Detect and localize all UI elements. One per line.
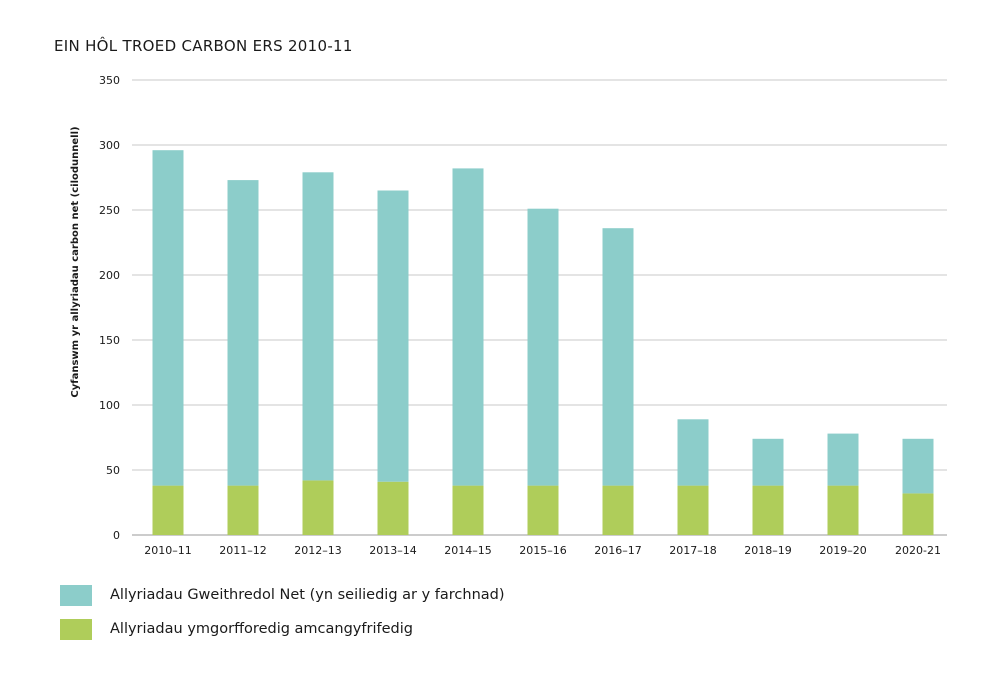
bar-embodied xyxy=(452,485,484,535)
bar-embodied xyxy=(527,485,559,535)
x-tick-label: 2013–14 xyxy=(369,544,417,557)
bar-embodied xyxy=(902,493,934,535)
x-tick-label: 2011–12 xyxy=(219,544,267,557)
x-tick-label: 2014–15 xyxy=(444,544,492,557)
legend: Allyriadau Gweithredol Net (yn seiliedig… xyxy=(60,584,505,652)
x-axis-ticks: 2010–11 2011–12 2012–13 2013–14 2014–15 2015–… xyxy=(144,544,941,557)
bar-embodied xyxy=(677,485,709,535)
legend-swatch-embodied xyxy=(60,618,92,640)
bar-embodied xyxy=(602,485,634,535)
x-tick-label: 2016–17 xyxy=(594,544,642,557)
x-tick-label: 2018–19 xyxy=(744,544,792,557)
bar-operational xyxy=(752,438,784,486)
bar-operational xyxy=(452,168,484,486)
y-axis-ticks: 0 50 100 150 200 250 300 350 xyxy=(99,74,120,542)
x-tick-label: 2012–13 xyxy=(294,544,342,557)
legend-swatch-operational xyxy=(60,584,92,606)
legend-label-embodied: Allyriadau ymgorfforedig amcangyfrifedig xyxy=(110,621,413,637)
y-tick-label: 300 xyxy=(99,139,120,152)
bar-operational xyxy=(827,433,859,486)
bar-operational xyxy=(602,228,634,486)
y-tick-label: 50 xyxy=(106,464,120,477)
x-tick-label: 2015–16 xyxy=(519,544,567,557)
chart-title: EIN HÔL TROED CARBON ERS 2010-11 xyxy=(54,37,353,55)
y-tick-label: 0 xyxy=(113,529,120,542)
bar-operational xyxy=(527,208,559,486)
bar-operational xyxy=(152,150,184,486)
x-tick-label: 2019–20 xyxy=(819,544,867,557)
x-tick-label: 2020-21 xyxy=(895,544,941,557)
bar-embodied xyxy=(377,481,409,535)
bar-embodied xyxy=(302,480,334,535)
bar-embodied xyxy=(227,485,259,535)
bar-operational xyxy=(902,438,934,494)
bar-operational xyxy=(227,180,259,486)
legend-label-operational: Allyriadau Gweithredol Net (yn seiliedig… xyxy=(110,587,505,603)
bar-operational xyxy=(302,172,334,481)
y-tick-label: 150 xyxy=(99,334,120,347)
legend-item-embodied: Allyriadau ymgorfforedig amcangyfrifedig xyxy=(60,618,505,640)
x-tick-label: 2017–18 xyxy=(669,544,717,557)
stacked-bar-chart: 0 50 100 150 200 250 300 350 2010–11 2011–12 2012… xyxy=(70,74,947,557)
y-tick-label: 350 xyxy=(99,74,120,87)
bar-embodied xyxy=(827,485,859,535)
legend-item-operational: Allyriadau Gweithredol Net (yn seiliedig… xyxy=(60,584,505,606)
bar-operational xyxy=(377,190,409,482)
x-tick-label: 2010–11 xyxy=(144,544,192,557)
y-tick-label: 200 xyxy=(99,269,120,282)
bar-operational xyxy=(677,419,709,486)
bars xyxy=(152,150,934,535)
y-tick-label: 100 xyxy=(99,399,120,412)
bar-embodied xyxy=(152,485,184,535)
y-axis-label: Cyfanswm yr allyriadau carbon net (cilod… xyxy=(70,126,81,397)
y-tick-label: 250 xyxy=(99,204,120,217)
bar-embodied xyxy=(752,485,784,535)
